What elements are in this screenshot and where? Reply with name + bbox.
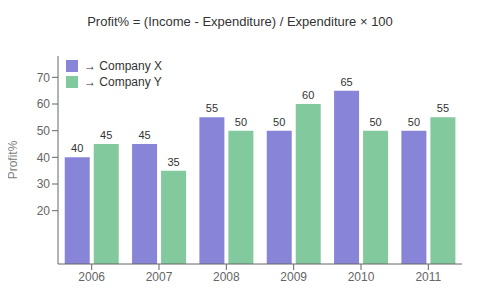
svg-text:35: 35 [167,156,179,168]
svg-text:30: 30 [37,177,51,191]
svg-text:40: 40 [37,151,51,165]
svg-text:55: 55 [437,102,449,114]
svg-text:20: 20 [37,204,51,218]
svg-text:60: 60 [302,89,314,101]
svg-text:Profit%: Profit% [8,140,20,179]
svg-text:45: 45 [100,129,112,141]
svg-text:2007: 2007 [146,270,173,284]
svg-text:50: 50 [273,116,285,128]
html-text:→ Company Y: → Company Y [84,75,162,89]
svg-text:60: 60 [37,97,51,111]
svg-text:50: 50 [408,116,420,128]
svg-text:45: 45 [138,129,150,141]
svg-text:2006: 2006 [78,270,105,284]
svg-text:40: 40 [71,142,83,154]
html-text:Profit% = (Income - Expenditur: Profit% = (Income - Expenditure) / Expen… [87,14,393,29]
svg-text:2008: 2008 [213,270,240,284]
svg-text:70: 70 [37,71,51,85]
svg-text:50: 50 [235,116,247,128]
svg-text:2011: 2011 [415,270,441,284]
svg-text:65: 65 [340,76,352,88]
svg-text:50: 50 [37,124,51,138]
svg-text:50: 50 [369,116,381,128]
svg-text:2009: 2009 [280,270,307,284]
html-text:→ Company X: → Company X [84,59,162,73]
svg-text:55: 55 [206,102,218,114]
svg-text:2010: 2010 [348,270,375,284]
